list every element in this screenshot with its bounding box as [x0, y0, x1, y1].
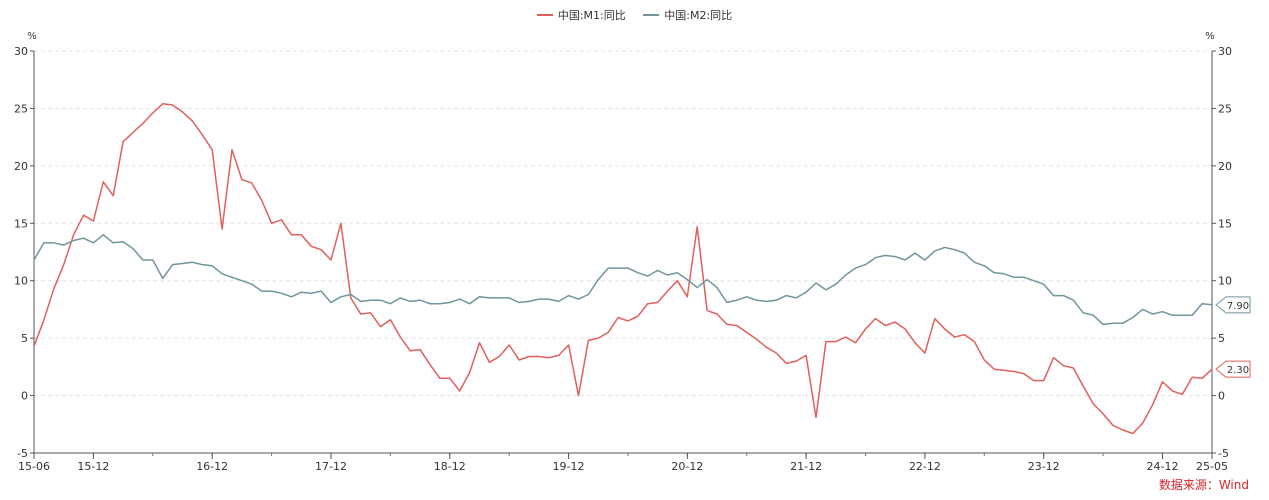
x-tick-label: 24-12 — [1147, 460, 1179, 473]
x-tick-label: 15-06 — [18, 460, 50, 473]
y-tick-label-left: 30 — [14, 45, 28, 58]
y-tick-label-left: 20 — [14, 160, 28, 173]
y-tick-label-left: 10 — [14, 275, 28, 288]
end-label-box — [1215, 360, 1251, 378]
x-tick-label: 20-12 — [671, 460, 703, 473]
series-line-m2 — [33, 234, 1213, 326]
x-tick-label: 18-12 — [434, 460, 466, 473]
y-tick-label-left: 25 — [14, 102, 28, 115]
x-tick-label: 16-12 — [196, 460, 228, 473]
series-lines — [33, 103, 1213, 435]
x-tick-label: 21-12 — [790, 460, 822, 473]
y-tick-label-right: 5 — [1218, 332, 1225, 345]
y-tick-label-right: -5 — [1218, 447, 1229, 460]
x-tick-label: 22-12 — [909, 460, 941, 473]
end-label-m2: 7.90 — [1215, 296, 1251, 314]
y-tick-label-left: 0 — [21, 390, 28, 403]
y-tick-label-right: 20 — [1218, 160, 1232, 173]
y-tick-label-left: 15 — [14, 217, 28, 230]
y-unit-right: % — [1205, 31, 1215, 42]
legend-swatch-m1 — [536, 14, 553, 16]
y-tick-label-right: 25 — [1218, 102, 1232, 115]
legend-swatch-m2 — [643, 14, 660, 16]
y-tick-label-right: 15 — [1218, 217, 1232, 230]
legend-label-m1: 中国:M1:同比 — [557, 9, 626, 22]
end-label-text: 7.90 — [1227, 301, 1249, 312]
legend-item-m1[interactable]: 中国:M1:同比 — [536, 7, 626, 23]
y-tick-label-left: -5 — [17, 447, 28, 460]
chart-legend: 中国:M1:同比 中国:M2:同比 — [0, 6, 1269, 23]
series-line-m1 — [33, 103, 1213, 435]
y-tick-label-right: 10 — [1218, 275, 1232, 288]
legend-item-m2[interactable]: 中国:M2:同比 — [643, 7, 732, 23]
x-tick-label: 23-12 — [1028, 460, 1060, 473]
end-label-box — [1215, 296, 1251, 314]
legend-label-m2: 中国:M2:同比 — [664, 9, 733, 22]
x-tick-label: 17-12 — [315, 460, 347, 473]
y-unit-left: % — [27, 31, 37, 42]
x-tick-label: 19-12 — [553, 460, 585, 473]
y-tick-label-left: 5 — [21, 332, 28, 345]
x-tick-label: 15-12 — [77, 460, 109, 473]
axes: -5 -5 0 0 5 5 10 10 15 15 20 20 25 25 30 30% % 15-06 15-12… — [14, 31, 1232, 473]
source-note: 数据来源：Wind — [1158, 478, 1249, 492]
end-label-text: 2.30 — [1227, 365, 1249, 376]
grid-lines — [34, 50, 1212, 397]
end-value-labels: 7.90 2.30 — [1215, 296, 1251, 378]
x-tick-label: 25-05 — [1196, 460, 1228, 473]
y-tick-label-right: 30 — [1218, 45, 1232, 58]
y-tick-label-right: 0 — [1218, 390, 1225, 403]
end-label-m1: 2.30 — [1215, 360, 1251, 378]
